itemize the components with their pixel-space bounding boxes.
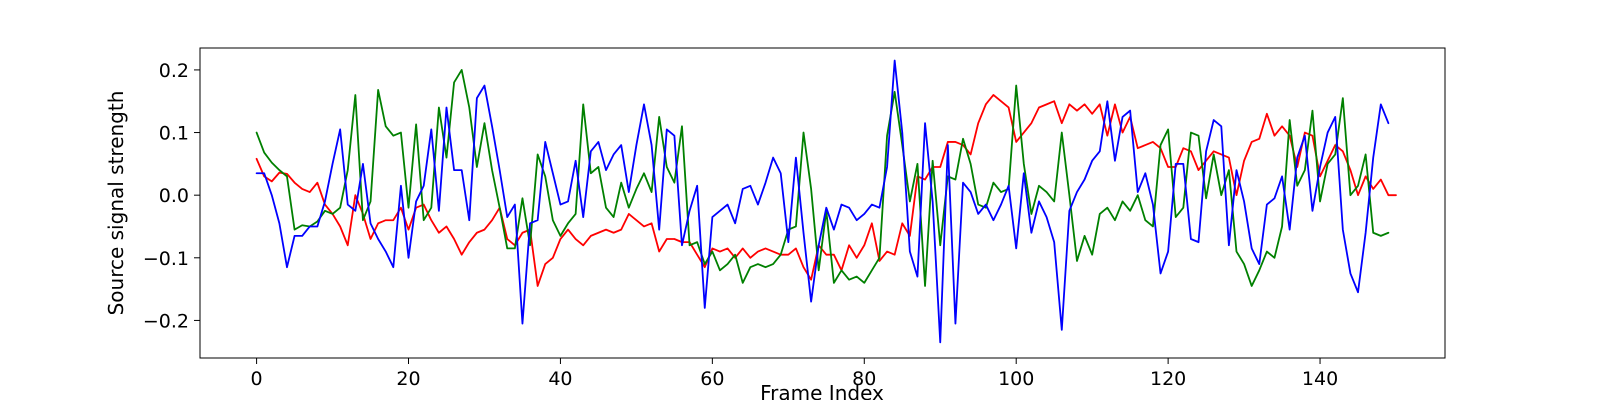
series-layer bbox=[255, 59, 1397, 344]
y-tick-label: 0.0 bbox=[159, 185, 189, 207]
x-tick-label: 100 bbox=[998, 368, 1034, 390]
series-line-2 bbox=[255, 69, 1390, 287]
x-tick-label: 20 bbox=[396, 368, 420, 390]
x-tick-label: 120 bbox=[1150, 368, 1186, 390]
plot-area-background bbox=[200, 48, 1445, 358]
y-tick-label: 0.2 bbox=[159, 60, 189, 82]
series-line-3 bbox=[255, 59, 1390, 344]
x-tick-label: 140 bbox=[1302, 368, 1338, 390]
tick-layer: 0 20 40 60 80 100 120 140 −0.2 −0.1 0.0 0.1 0.2 bbox=[143, 60, 1338, 390]
x-axis-label: Frame Index bbox=[760, 381, 884, 400]
y-tick-label: −0.1 bbox=[143, 248, 189, 270]
y-axis-label: Source signal strength bbox=[104, 91, 128, 316]
plot-area-frame bbox=[199, 47, 1446, 359]
x-tick-label: 40 bbox=[548, 368, 572, 390]
x-tick-label: 60 bbox=[700, 368, 724, 390]
x-tick-label: 80 bbox=[852, 368, 876, 390]
y-tick-label: −0.2 bbox=[143, 310, 189, 332]
x-tick-label: 0 bbox=[251, 368, 263, 390]
y-tick-label: 0.1 bbox=[159, 123, 189, 145]
